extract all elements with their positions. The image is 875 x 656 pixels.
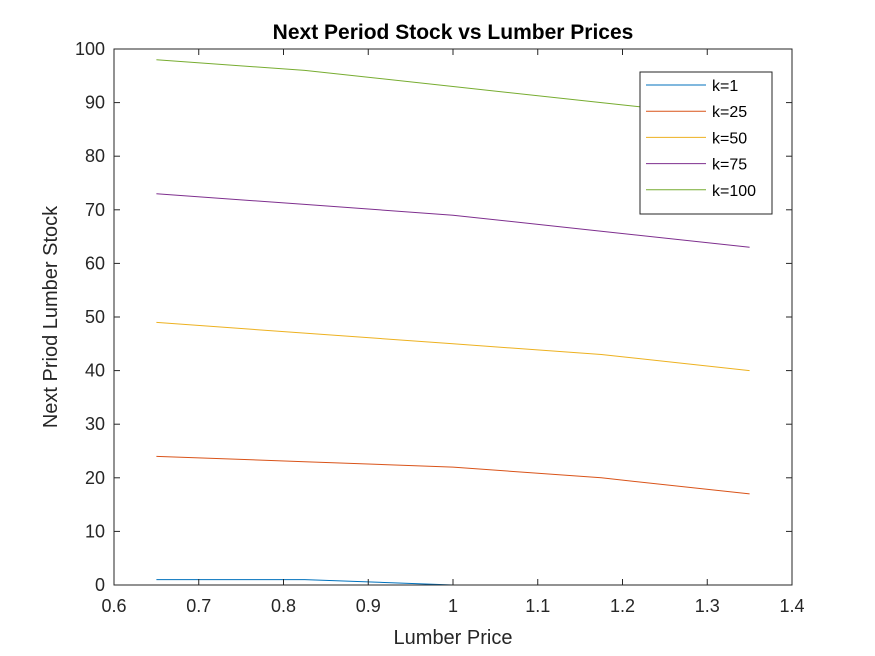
x-tick-label: 1 — [448, 596, 458, 616]
chart-title: Next Period Stock vs Lumber Prices — [273, 21, 634, 44]
x-tick-label: 0.6 — [101, 596, 126, 616]
series-line-k-50 — [156, 321, 750, 372]
legend-label: k=1 — [712, 78, 738, 95]
x-tick-label: 1.2 — [610, 596, 635, 616]
y-tick-label: 90 — [85, 93, 105, 113]
x-tick-label: 1.4 — [779, 596, 804, 616]
y-tick-label: 0 — [95, 575, 105, 595]
y-tick-label: 40 — [85, 361, 105, 381]
axes-layer: 0.6 0.7 0.8 0.9 1 1.1 1.2 1.3 1.4 0 10 20 30 40 50 60 70… — [75, 39, 805, 616]
x-tick-label: 0.7 — [186, 596, 211, 616]
x-axis-label: Lumber Price — [394, 627, 513, 649]
y-axis-label: Next Priod Lumber Stock — [40, 205, 62, 428]
x-tick-label: 0.8 — [271, 596, 296, 616]
y-tick-label: 30 — [85, 414, 105, 434]
y-tick-label: 70 — [85, 200, 105, 220]
legend-label: k=100 — [712, 183, 756, 200]
legend-label: k=50 — [712, 130, 747, 147]
x-tick-label: 0.9 — [356, 596, 381, 616]
legend-label: k=75 — [712, 157, 747, 174]
y-tick-label: 50 — [85, 307, 105, 327]
legend: k=1 k=25 k=50 k=75 k=100 — [639, 71, 773, 215]
series-line-k-25 — [156, 455, 750, 495]
series-line-k-75 — [156, 193, 750, 248]
legend-box — [639, 71, 773, 215]
y-tick-label: 100 — [75, 39, 105, 59]
legend-label: k=25 — [712, 104, 747, 121]
y-tick-label: 80 — [85, 146, 105, 166]
y-tick-label: 60 — [85, 253, 105, 273]
x-tick-label: 1.1 — [525, 596, 550, 616]
y-tick-label: 10 — [85, 521, 105, 541]
y-tick-label: 20 — [85, 468, 105, 488]
x-tick-label: 1.3 — [695, 596, 720, 616]
